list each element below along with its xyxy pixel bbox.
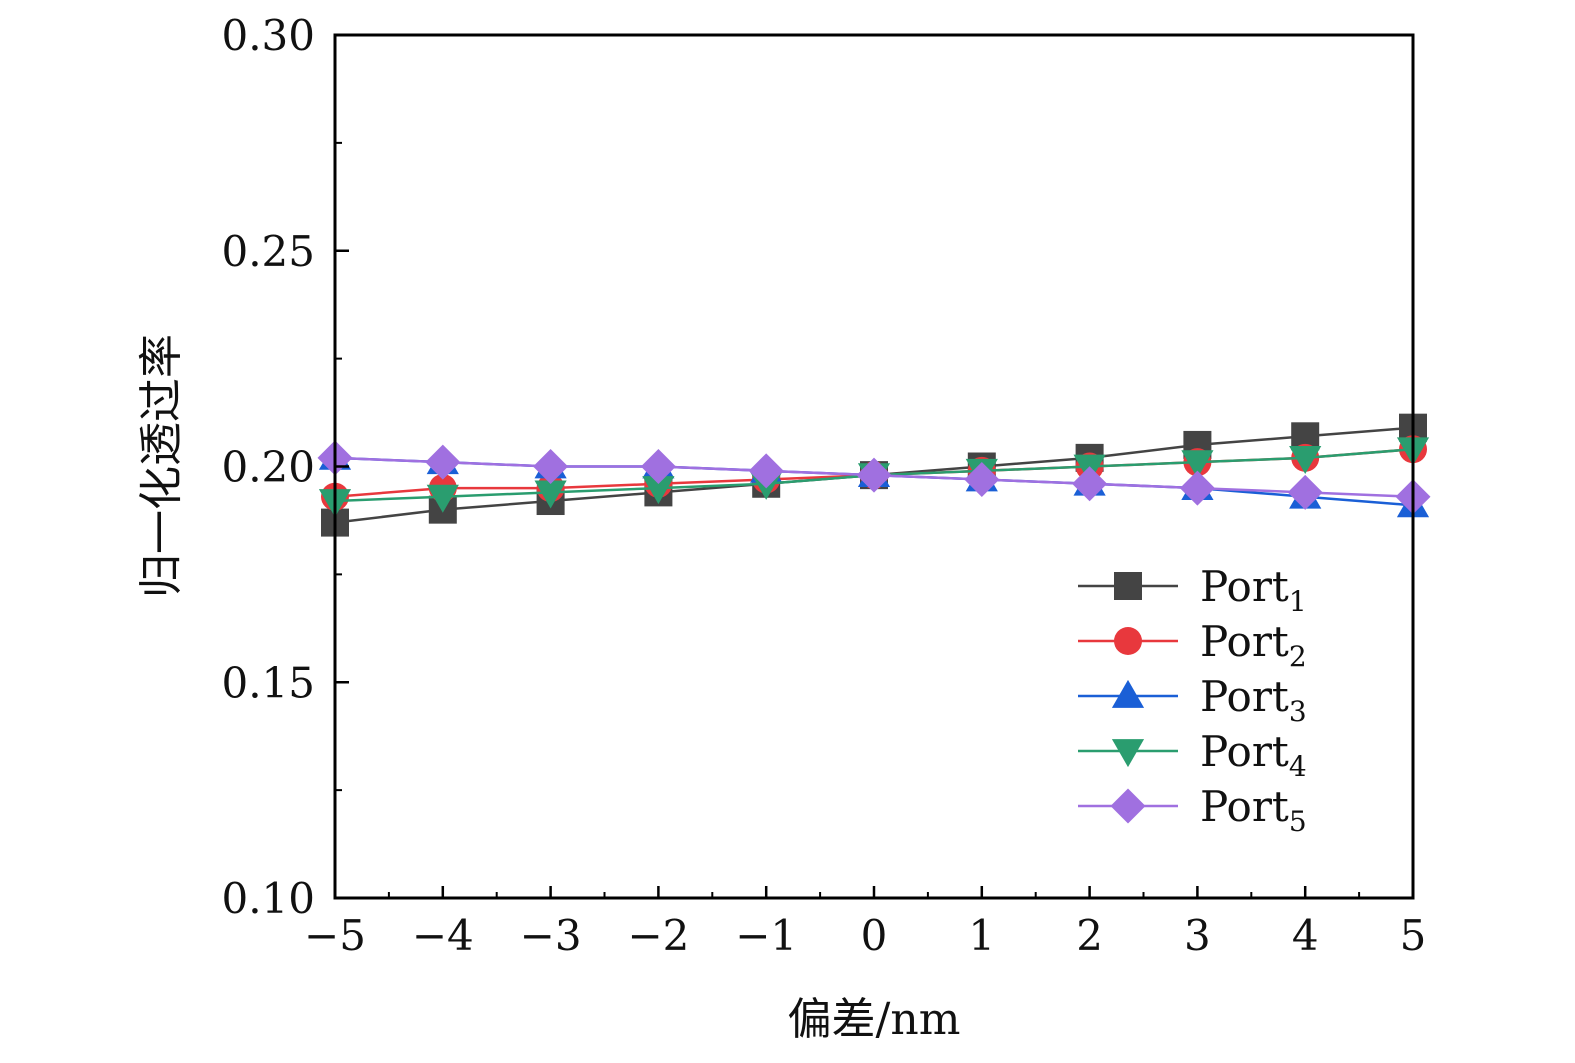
data-point-port-5 — [425, 444, 461, 480]
y-tick-label: 0.20 — [221, 443, 315, 492]
x-tick-label: −5 — [304, 911, 366, 960]
x-tick-label: −4 — [412, 911, 474, 960]
data-point-port-5 — [640, 449, 676, 484]
x-tick-label: 5 — [1400, 911, 1427, 960]
y-axis-title: 归一化透过率 — [136, 334, 187, 598]
x-tick-label: 0 — [861, 911, 888, 960]
legend-label-port-5: Port5 — [1200, 782, 1307, 838]
data-point-port-4 — [1181, 450, 1214, 479]
legend-marker-port-5 — [1110, 788, 1146, 824]
data-point-port-5 — [1287, 474, 1323, 510]
data-point-port-5 — [1179, 470, 1215, 506]
data-point-port-5 — [748, 453, 784, 489]
y-tick-label: 0.25 — [221, 227, 315, 276]
x-tick-label: 4 — [1292, 911, 1319, 960]
x-tick-label: −2 — [627, 911, 689, 960]
legend-marker-port-3 — [1111, 679, 1145, 708]
data-point-port-5 — [856, 457, 892, 493]
x-tick-label: −3 — [520, 911, 582, 960]
y-tick-label: 0.30 — [221, 11, 315, 60]
y-tick-label: 0.15 — [221, 658, 315, 707]
data-point-port-4 — [426, 484, 459, 513]
legend-label-port-2: Port2 — [1200, 617, 1307, 673]
legend-marker-port-1 — [1114, 572, 1142, 600]
data-point-port-4 — [642, 476, 675, 505]
data-point-port-5 — [964, 461, 1000, 497]
axis-layer: −5 −4 −3 −2 −1 0 1 2 3 4 5 0.10 0.15 0.20 0.25 0.30 — [221, 11, 1426, 960]
x-tick-label: 1 — [968, 911, 995, 960]
data-point-port-5 — [533, 449, 569, 484]
legend-label-port-4: Port4 — [1200, 727, 1307, 783]
legend-label-port-1: Port1 — [1200, 562, 1307, 618]
legend-marker-port-4 — [1111, 739, 1145, 768]
data-point-port-4 — [534, 480, 567, 509]
data-point-port-4 — [1289, 445, 1322, 474]
x-tick-label: −1 — [735, 911, 797, 960]
x-axis-title: 偏差/nm — [788, 994, 961, 1045]
y-tick-label: 0.10 — [221, 874, 315, 923]
data-point-port-5 — [1072, 466, 1108, 502]
plot-layer — [317, 413, 1431, 537]
legend-label-port-3: Port3 — [1200, 672, 1307, 728]
legend-marker-port-2 — [1114, 627, 1142, 655]
x-tick-label: 3 — [1184, 911, 1211, 960]
x-tick-label: 2 — [1076, 911, 1103, 960]
